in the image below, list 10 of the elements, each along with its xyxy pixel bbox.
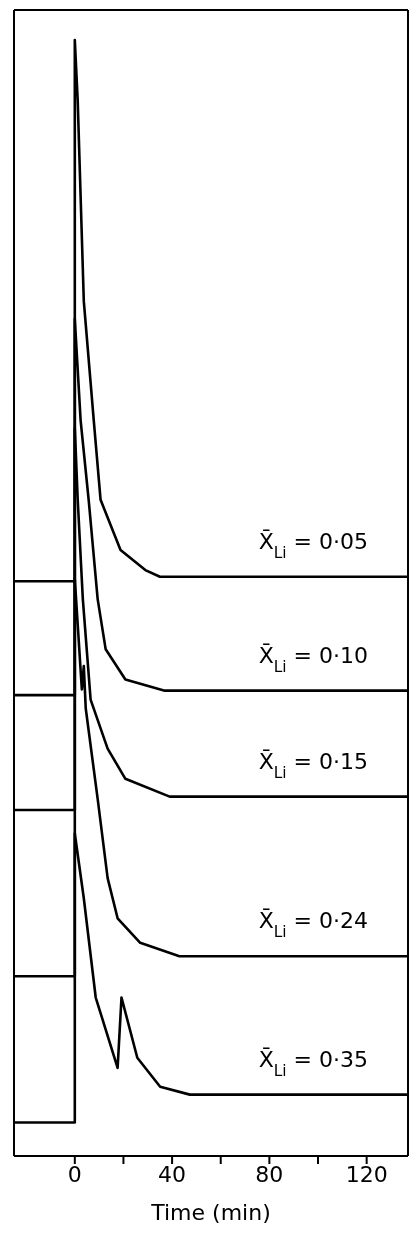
x-tick-label: 80 — [255, 1161, 284, 1187]
series-label: X̄$_{Li}$ = 0·24 — [258, 908, 368, 942]
x-tick-label: 40 — [158, 1161, 187, 1187]
x-tick-label: 0 — [67, 1161, 82, 1187]
series-label: X̄$_{Li}$ = 0·10 — [258, 642, 368, 676]
x-axis-title: Time (min) — [150, 1200, 271, 1225]
x-tick-label: 120 — [345, 1161, 388, 1187]
series-label: X̄$_{Li}$ = 0·15 — [258, 748, 368, 782]
series-label: X̄$_{Li}$ = 0·35 — [258, 1046, 368, 1080]
series-label: X̄$_{Li}$ = 0·05 — [258, 528, 368, 562]
